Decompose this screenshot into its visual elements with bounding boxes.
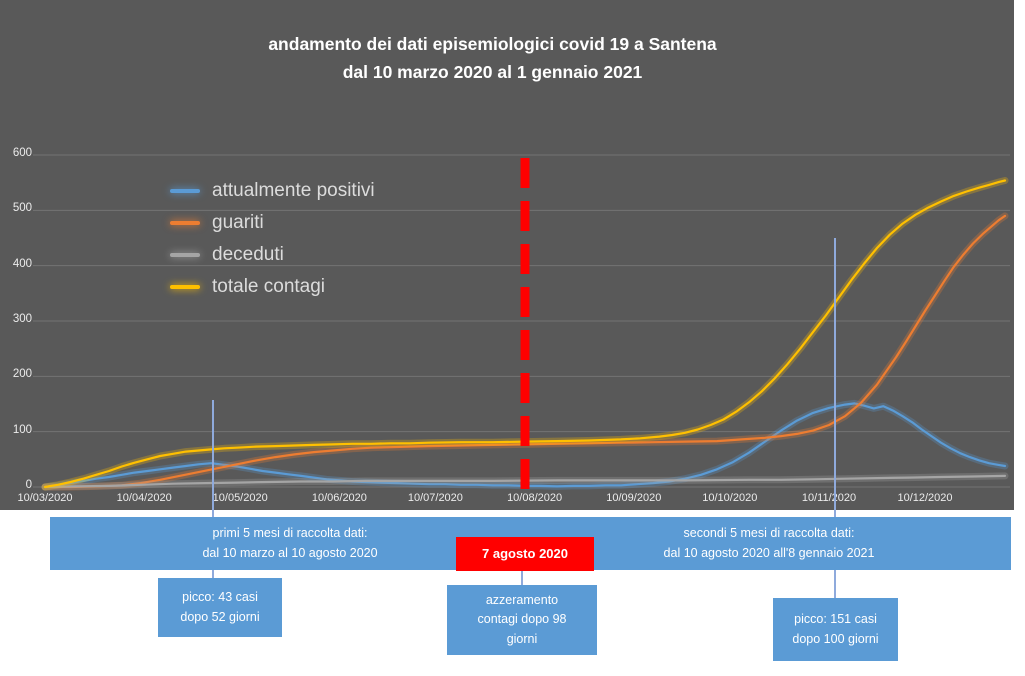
series-line-attualmente-positivi [43, 402, 1007, 489]
legend-item-totale-contagi: totale contagi [170, 276, 375, 298]
chart-title: andamento dei dati episemiologici covid … [0, 30, 985, 86]
legend-dash-attualmente-positivi [170, 189, 200, 193]
legend-label: guariti [212, 212, 264, 233]
annotation-period2: secondi 5 mesi di raccolta dati: dal 10 … [527, 517, 1011, 570]
x-axis-tick-label: 10/05/2020 [212, 492, 268, 504]
annotation-period1: primi 5 mesi di raccolta dati: dal 10 ma… [50, 517, 530, 570]
chart-title-line1: andamento dei dati episemiologici covid … [268, 34, 717, 54]
annotation-peak1: picco: 43 casi dopo 52 giorni [158, 578, 282, 637]
annotation-reset: azzeramento contagi dopo 98 giorni [447, 585, 597, 655]
legend-dash-totale-contagi [170, 285, 200, 289]
connector-line-peak2 [834, 238, 836, 598]
legend-item-guariti: guariti [170, 212, 375, 234]
y-axis-tick-label: 0 [25, 479, 32, 491]
x-axis-tick-label: 10/07/2020 [407, 492, 463, 504]
annotation-peak2: picco: 151 casi dopo 100 giorni [773, 598, 898, 661]
x-axis-tick-label: 10/08/2020 [507, 492, 563, 504]
series-line-totale-contagi [43, 179, 1007, 489]
y-axis-tick-label: 300 [12, 313, 32, 325]
legend-item-deceduti: deceduti [170, 244, 375, 266]
connector-line-peak1 [212, 400, 214, 578]
legend-label: attualmente positivi [212, 180, 375, 201]
y-axis-tick-label: 500 [12, 202, 32, 215]
annotation-event-date: 7 agosto 2020 [456, 537, 594, 571]
x-axis-tick-label: 10/06/2020 [311, 492, 367, 504]
legend-label: totale contagi [212, 276, 326, 297]
covid-line-chart [33, 154, 1010, 491]
y-axis-tick-label: 200 [12, 368, 32, 381]
series-line-deceduti [43, 474, 1007, 489]
chart-panel: andamento dei dati episemiologici covid … [0, 0, 1014, 510]
x-axis-tick-label: 10/12/2020 [897, 492, 953, 504]
legend-label: deceduti [212, 244, 284, 265]
connector-line-reset [521, 568, 523, 586]
y-axis-tick-label: 400 [12, 257, 32, 270]
x-axis-tick-label: 10/04/2020 [116, 492, 172, 504]
y-axis-tick-label: 100 [12, 423, 32, 436]
legend-item-attualmente-positivi: attualmente positivi [170, 180, 375, 202]
x-axis-tick-label: 10/09/2020 [606, 492, 662, 504]
chart-legend: attualmente positivi guariti deceduti total… [170, 180, 375, 298]
legend-dash-deceduti [170, 253, 200, 257]
series-line-guariti [43, 214, 1007, 489]
x-axis-tick-label: 10/10/2020 [702, 492, 758, 504]
y-axis-tick-label: 600 [12, 147, 32, 159]
legend-dash-guariti [170, 221, 200, 225]
chart-title-line2: dal 10 marzo 2020 al 1 gennaio 2021 [342, 62, 643, 82]
x-axis-tick-label: 10/03/2020 [17, 492, 73, 504]
x-axis-tick-label: 10/11/2020 [801, 492, 857, 504]
